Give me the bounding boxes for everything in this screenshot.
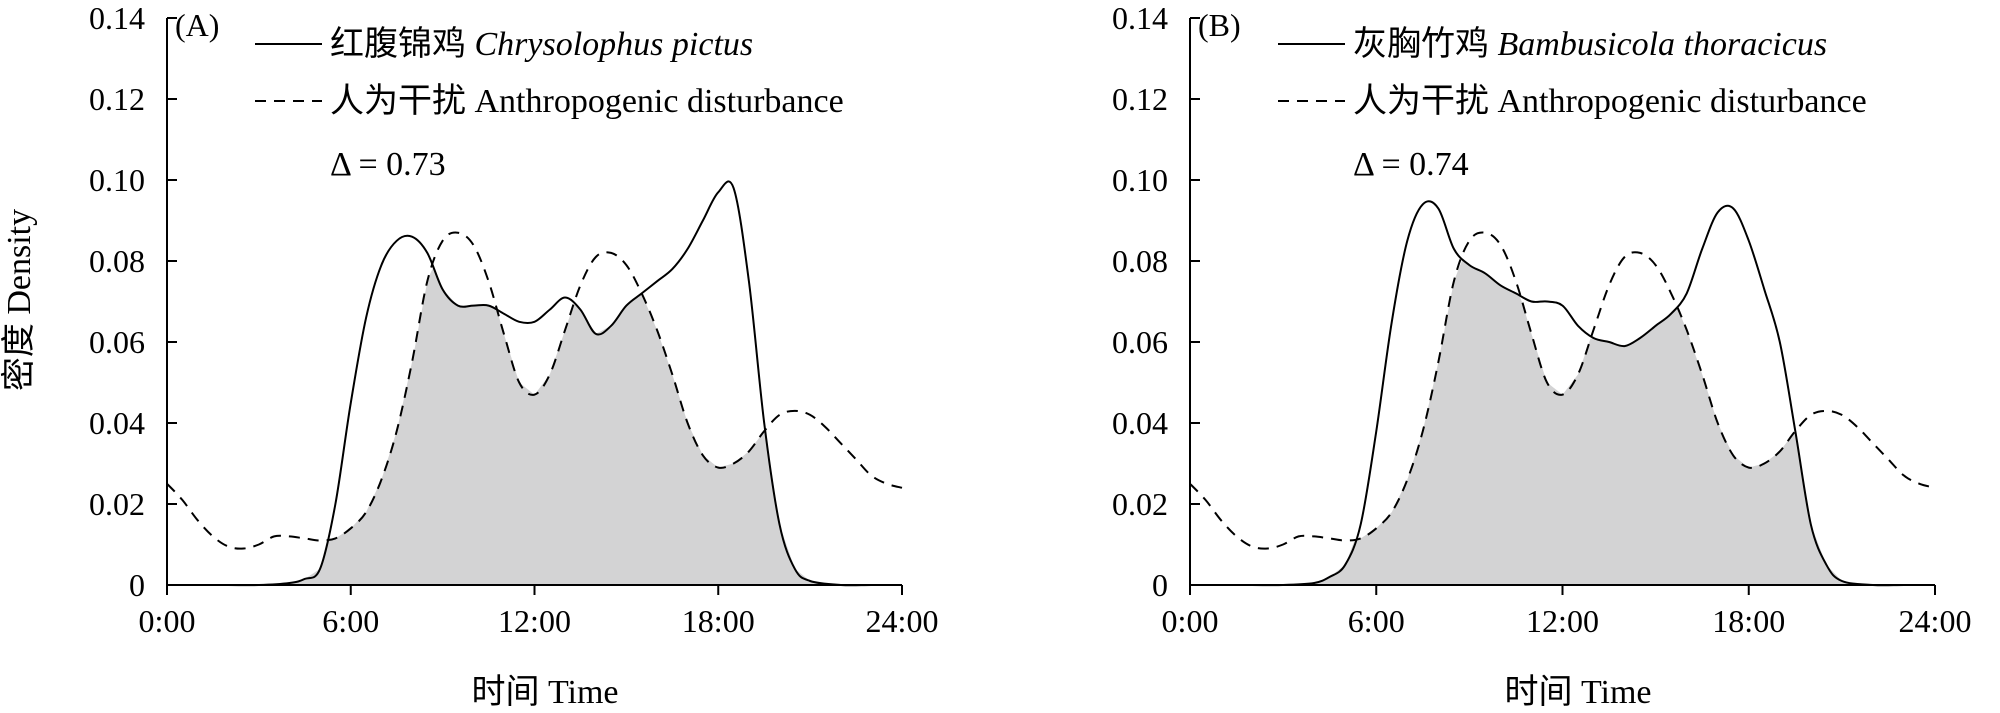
panel-a: 0 0.02 0.04 0.06 0.08 0.10 0.12 0.14 0:00 6:00 12:… xyxy=(89,0,938,639)
overlap-coefficient-b: Δ = 0.74 xyxy=(1353,146,1469,183)
x-tick-label-a: 18:00 xyxy=(682,603,755,639)
legend-name-cn: 人为干扰 xyxy=(330,82,475,120)
y-tick-label-a: 0 xyxy=(129,567,145,603)
y-tick-label-a: 0.06 xyxy=(89,324,145,360)
panel-b: 0 0.02 0.04 0.06 0.08 0.10 0.12 0.14 0:00 6:00 12:… xyxy=(1112,0,1971,639)
panel-label-a: (A) xyxy=(175,7,219,43)
x-tick-label-a: 24:00 xyxy=(866,603,939,639)
x-axis-title-b: 时间 Time xyxy=(1504,674,1651,711)
y-tick-label-b: 0.02 xyxy=(1112,486,1168,522)
x-tick-label-b: 6:00 xyxy=(1348,603,1405,639)
legend-entry-b: 人为干扰 Anthropogenic disturbance xyxy=(1353,82,1867,120)
y-tick-label-b: 0.14 xyxy=(1112,0,1168,36)
legend-entry-a: 人为干扰 Anthropogenic disturbance xyxy=(330,82,844,120)
disturbance-line-a xyxy=(166,231,903,550)
overlap-coefficient-a: Δ = 0.73 xyxy=(330,146,446,183)
overlap-area-a xyxy=(167,267,902,585)
x-tick-label-b: 0:00 xyxy=(1162,603,1219,639)
y-tick-label-b: 0.12 xyxy=(1112,81,1168,117)
y-tick-label-a: 0.04 xyxy=(89,405,145,441)
species-line-b xyxy=(1190,200,1935,587)
legend-name-latin: Anthropogenic disturbance xyxy=(475,83,844,120)
y-tick-label-a: 0.02 xyxy=(89,486,145,522)
disturbance-line-b xyxy=(1189,231,1936,550)
y-tick-label-b: 0.10 xyxy=(1112,162,1168,198)
x-tick-label-a: 12:00 xyxy=(498,603,571,639)
y-tick-label-a: 0.12 xyxy=(89,81,145,117)
x-axis-title-a: 时间 Time xyxy=(471,674,618,711)
legend-entry-b: 灰胸竹鸡 Bambusicola thoracicus xyxy=(1353,25,1827,63)
legend-name-cn: 人为干扰 xyxy=(1353,82,1498,120)
species-line-a xyxy=(167,180,902,587)
x-tick-label-a: 6:00 xyxy=(322,603,379,639)
x-tick-label-b: 24:00 xyxy=(1899,603,1972,639)
y-tick-label-b: 0 xyxy=(1152,567,1168,603)
legend-name-latin: Anthropogenic disturbance xyxy=(1498,83,1867,120)
y-tick-label-b: 0.08 xyxy=(1112,243,1168,279)
legend-name-latin: Bambusicola thoracicus xyxy=(1498,26,1828,63)
y-tick-label-a: 0.14 xyxy=(89,0,145,36)
legend-name-latin: Chrysolophus pictus xyxy=(475,26,754,63)
x-tick-label-b: 18:00 xyxy=(1712,603,1785,639)
legend-name-cn: 红腹锦鸡 xyxy=(330,25,475,63)
y-tick-label-b: 0.06 xyxy=(1112,324,1168,360)
overlap-area-b xyxy=(1190,258,1935,585)
panel-label-b: (B) xyxy=(1198,7,1241,43)
y-tick-label-b: 0.04 xyxy=(1112,405,1168,441)
legend-name-cn: 灰胸竹鸡 xyxy=(1353,25,1498,63)
x-tick-label-b: 12:00 xyxy=(1526,603,1599,639)
y-tick-label-a: 0.10 xyxy=(89,162,145,198)
legend-entry-a: 红腹锦鸡 Chrysolophus pictus xyxy=(330,25,753,63)
y-tick-label-a: 0.08 xyxy=(89,243,145,279)
y-axis-title: 密度 Density xyxy=(0,209,38,391)
x-tick-label-a: 0:00 xyxy=(139,603,196,639)
